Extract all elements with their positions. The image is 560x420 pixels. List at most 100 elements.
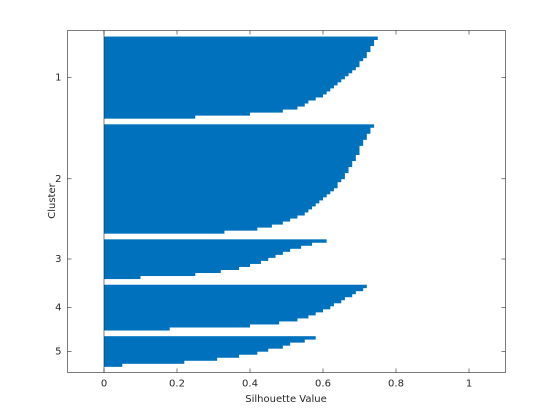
silhouette-bar xyxy=(104,54,367,59)
silhouette-bar xyxy=(104,166,349,171)
silhouette-bar xyxy=(104,215,298,219)
silhouette-bar xyxy=(104,230,225,234)
silhouette-bar xyxy=(104,175,345,180)
x-tick-label: 1 xyxy=(466,379,472,390)
silhouette-bar xyxy=(104,242,313,246)
y-tick-label: 4 xyxy=(55,302,61,313)
silhouette-bar xyxy=(104,266,240,270)
silhouette-bar xyxy=(104,127,371,131)
silhouette-bar xyxy=(104,257,269,261)
silhouette-bar xyxy=(104,84,334,89)
silhouette-bar xyxy=(104,239,327,243)
silhouette-bar xyxy=(104,36,378,40)
silhouette-bar xyxy=(104,97,316,101)
y-tick-label: 3 xyxy=(55,254,61,265)
silhouette-bar xyxy=(104,184,338,189)
silhouette-bar xyxy=(104,224,272,228)
silhouette-bar xyxy=(104,284,367,289)
silhouette-bar xyxy=(104,363,123,367)
silhouette-bar xyxy=(104,269,221,274)
silhouette-bar xyxy=(104,321,280,325)
silhouette-bar xyxy=(104,145,360,149)
silhouette-bar xyxy=(104,51,367,56)
silhouette-bar xyxy=(104,75,345,80)
silhouette-bar xyxy=(104,106,298,110)
silhouette-bar xyxy=(104,154,356,159)
silhouette-bar xyxy=(104,115,196,119)
silhouette-bar xyxy=(104,275,141,280)
silhouette-bar xyxy=(104,263,250,267)
silhouette-bar xyxy=(104,345,283,349)
silhouette-bar xyxy=(104,136,367,140)
silhouette-bar xyxy=(104,318,298,322)
y-tick-label: 1 xyxy=(55,72,61,83)
silhouette-bar xyxy=(104,357,218,361)
x-tick-label: 0.2 xyxy=(169,379,185,390)
silhouette-bar xyxy=(104,218,291,222)
silhouette-bar xyxy=(104,91,327,95)
silhouette-bar xyxy=(104,48,371,53)
silhouette-bar xyxy=(104,272,196,277)
silhouette-bar xyxy=(104,302,334,307)
axes-box xyxy=(67,30,506,373)
silhouette-bar xyxy=(104,311,316,316)
x-tick-label: 0.6 xyxy=(315,379,331,390)
silhouette-bar xyxy=(104,94,323,98)
silhouette-bar xyxy=(104,227,258,231)
silhouette-bar xyxy=(104,339,305,343)
silhouette-bar xyxy=(104,354,240,358)
silhouette-bar xyxy=(104,142,364,146)
silhouette-bar xyxy=(104,160,353,165)
silhouette-bar xyxy=(104,327,170,331)
silhouette-bar xyxy=(104,78,342,83)
silhouette-bar xyxy=(104,342,291,346)
silhouette-bar xyxy=(104,181,338,186)
silhouette-bar xyxy=(104,157,356,162)
silhouette-bar xyxy=(104,351,258,355)
silhouette-bar xyxy=(104,190,331,195)
silhouette-bar xyxy=(104,296,345,301)
silhouette-bar xyxy=(104,39,375,44)
silhouette-bar xyxy=(104,57,364,62)
silhouette-bar xyxy=(104,172,345,177)
silhouette-bar xyxy=(104,60,360,65)
silhouette-bar xyxy=(104,251,283,255)
silhouette-bar xyxy=(104,148,360,152)
silhouette-bar xyxy=(104,254,276,258)
silhouette-bar xyxy=(104,299,342,304)
silhouette-bar xyxy=(104,169,349,174)
silhouette-bar xyxy=(104,324,250,328)
silhouette-bar xyxy=(104,163,353,168)
silhouette-bar xyxy=(104,308,323,313)
silhouette-bar xyxy=(104,81,338,86)
silhouette-bar xyxy=(104,124,375,128)
silhouette-bar xyxy=(104,209,309,213)
silhouette-bar xyxy=(104,151,360,155)
silhouette-bar xyxy=(104,69,353,74)
silhouette-bar xyxy=(104,187,334,192)
silhouette-bar xyxy=(104,248,291,252)
silhouette-bar xyxy=(104,72,349,77)
x-tick-label: 0 xyxy=(101,379,107,390)
silhouette-bar xyxy=(104,221,283,225)
silhouette-bar xyxy=(104,245,302,249)
silhouette-bar xyxy=(104,109,283,113)
silhouette-bar xyxy=(104,63,360,68)
silhouette-bar xyxy=(104,133,367,137)
silhouette-bar xyxy=(104,290,356,295)
silhouette-bar xyxy=(104,260,261,264)
y-tick-label: 2 xyxy=(55,174,61,185)
silhouette-bar xyxy=(104,203,316,207)
plot-area xyxy=(103,30,378,373)
silhouette-bar xyxy=(104,206,313,210)
silhouette-bar xyxy=(104,112,250,116)
silhouette-bar xyxy=(104,212,305,216)
silhouette-bar xyxy=(104,88,331,92)
silhouette-bar xyxy=(104,287,364,292)
silhouette-bar xyxy=(104,314,309,319)
silhouette-bar xyxy=(104,139,364,143)
silhouette-bar xyxy=(104,45,371,50)
y-tick-label: 5 xyxy=(55,346,61,357)
x-tick-label: 0.4 xyxy=(242,379,258,390)
